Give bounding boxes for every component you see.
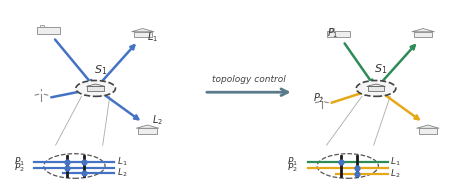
Circle shape bbox=[44, 154, 105, 178]
Polygon shape bbox=[136, 125, 159, 128]
FancyBboxPatch shape bbox=[134, 32, 152, 37]
Text: $L_2$: $L_2$ bbox=[390, 167, 401, 180]
Polygon shape bbox=[412, 29, 435, 32]
FancyBboxPatch shape bbox=[138, 128, 156, 134]
Circle shape bbox=[317, 154, 378, 178]
Text: $P_1$: $P_1$ bbox=[327, 27, 338, 41]
Polygon shape bbox=[417, 125, 439, 128]
Polygon shape bbox=[86, 84, 105, 86]
FancyBboxPatch shape bbox=[327, 31, 350, 37]
Text: $P_1$: $P_1$ bbox=[14, 156, 25, 168]
Polygon shape bbox=[367, 84, 385, 86]
Text: $L_2$: $L_2$ bbox=[117, 167, 127, 180]
Circle shape bbox=[76, 80, 116, 96]
FancyBboxPatch shape bbox=[367, 86, 384, 91]
Circle shape bbox=[356, 80, 396, 96]
Text: $P_2$: $P_2$ bbox=[14, 162, 25, 174]
FancyBboxPatch shape bbox=[87, 86, 104, 91]
FancyBboxPatch shape bbox=[414, 32, 432, 37]
Polygon shape bbox=[131, 29, 154, 32]
Bar bbox=[330, 28, 334, 31]
Text: $P_1$: $P_1$ bbox=[287, 156, 298, 168]
Text: $S_1$: $S_1$ bbox=[374, 62, 387, 76]
Text: $L_2$: $L_2$ bbox=[152, 114, 163, 127]
Text: topology control: topology control bbox=[212, 75, 286, 84]
Text: $P_2$: $P_2$ bbox=[313, 91, 324, 105]
Text: $P_2$: $P_2$ bbox=[287, 162, 298, 174]
Text: $S_1$: $S_1$ bbox=[94, 63, 107, 77]
Text: $L_1$: $L_1$ bbox=[117, 156, 128, 168]
Bar bbox=[40, 25, 45, 27]
Text: $L_1$: $L_1$ bbox=[390, 156, 401, 168]
Text: $L_1$: $L_1$ bbox=[147, 31, 158, 44]
FancyBboxPatch shape bbox=[419, 128, 437, 134]
FancyBboxPatch shape bbox=[36, 27, 60, 34]
